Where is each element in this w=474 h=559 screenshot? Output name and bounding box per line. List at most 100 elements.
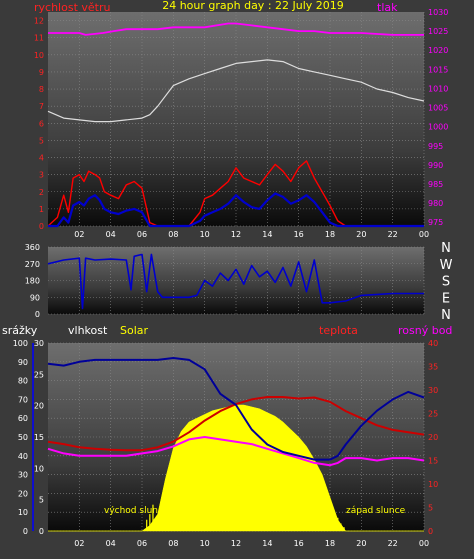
right-tick-label: 985: [428, 180, 443, 189]
panel-temperature-humidity: 0102030405060708090100051015202530051015…: [2, 324, 452, 548]
right-tick-label: 1000: [428, 123, 448, 132]
temp-tick-label: 40: [428, 339, 438, 348]
x-tick-label: 00: [419, 539, 429, 548]
rain-tick-label: 30: [18, 471, 28, 480]
x-tick-label: 00: [419, 230, 429, 239]
temp-tick-label: 25: [428, 410, 438, 419]
left-tick-label: 12: [34, 17, 44, 26]
x-tick-label: 02: [74, 539, 84, 548]
x-tick-label: 20: [356, 539, 366, 548]
rain-tick-label: 10: [18, 508, 28, 517]
right-tick-label: 975: [428, 218, 443, 227]
temp-tick-label: 15: [428, 457, 438, 466]
right-tick-label: 990: [428, 161, 443, 170]
x-tick-label: 16: [294, 230, 304, 239]
x-tick-label: 18: [325, 539, 335, 548]
humidity-label: vlhkost: [68, 324, 108, 337]
direction-tick-label: 360: [25, 243, 40, 252]
direction-tick-label: 270: [25, 260, 40, 269]
right-tick-label: 1020: [428, 46, 448, 55]
left-tick-label: 2: [39, 188, 44, 197]
series-wind-speed: [48, 192, 424, 228]
left-tick-label: 3: [39, 171, 44, 180]
humidity-tick-label: 20: [34, 402, 44, 411]
right-tick-label: 1005: [428, 104, 448, 113]
series-wind-direction: [47, 253, 424, 310]
compass-label: E: [442, 291, 450, 306]
rain-tick-label: 50: [18, 433, 28, 442]
humidity-tick-label: 15: [34, 433, 44, 442]
panel1-right-label: tlak: [377, 1, 398, 14]
rain-tick-label: 40: [18, 452, 28, 461]
panel-wind-pressure: 0123456789101112975980985990995100010051…: [34, 0, 449, 239]
compass-label: N: [441, 308, 451, 323]
humidity-tick-label: 25: [34, 370, 44, 379]
left-tick-label: 9: [39, 68, 44, 77]
series-humidity: [47, 357, 425, 461]
temp-tick-label: 5: [428, 504, 433, 513]
left-tick-label: 4: [39, 154, 44, 163]
series-pressure-trend: [47, 59, 425, 123]
rain-tick-label: 60: [18, 414, 28, 423]
x-tick-label: 10: [200, 539, 210, 548]
rain-tick-label: 90: [18, 358, 28, 367]
x-tick-label: 16: [294, 539, 304, 548]
temp-tick-label: 0: [428, 527, 433, 536]
left-tick-label: 1: [39, 205, 44, 214]
x-tick-label: 22: [388, 539, 398, 548]
right-tick-label: 1025: [428, 27, 448, 36]
temp-tick-label: 20: [428, 433, 438, 442]
left-tick-label: 7: [39, 102, 44, 111]
x-tick-label: 04: [106, 230, 116, 239]
sunset-label: západ slunce: [346, 506, 406, 516]
x-tick-label: 08: [168, 230, 178, 239]
x-tick-label: 02: [74, 230, 84, 239]
temp-tick-label: 30: [428, 386, 438, 395]
left-tick-label: 6: [39, 119, 44, 128]
direction-tick-label: 180: [25, 277, 40, 286]
dewpoint-label: rosný bod: [398, 324, 452, 337]
series-wind-gust: [47, 160, 424, 227]
x-tick-label: 18: [325, 230, 335, 239]
solar-label: Solar: [120, 324, 149, 337]
left-tick-label: 10: [34, 51, 44, 60]
direction-tick-label: 0: [35, 310, 40, 319]
x-tick-label: 06: [137, 539, 147, 548]
left-tick-label: 5: [39, 136, 44, 145]
x-tick-label: 06: [137, 230, 147, 239]
humidity-tick-label: 10: [34, 464, 44, 473]
humidity-tick-label: 0: [39, 527, 44, 536]
humidity-tick-label: 5: [39, 496, 44, 505]
temperature-label: teplota: [319, 324, 358, 337]
left-tick-label: 8: [39, 85, 44, 94]
compass-label: W: [440, 258, 453, 273]
sunrise-label: východ slunce: [104, 506, 169, 516]
left-tick-label: 0: [39, 222, 44, 231]
left-tick-label: 11: [34, 34, 44, 43]
compass-label: N: [441, 241, 451, 256]
right-tick-label: 1010: [428, 84, 448, 93]
temp-tick-label: 35: [428, 363, 438, 372]
x-tick-label: 20: [356, 230, 366, 239]
x-tick-label: 22: [388, 230, 398, 239]
x-tick-label: 04: [106, 539, 116, 548]
rain-tick-label: 20: [18, 489, 28, 498]
series-solar-area: [48, 404, 424, 532]
right-tick-label: 1015: [428, 65, 448, 74]
right-tick-label: 980: [428, 199, 443, 208]
x-tick-label: 10: [200, 230, 210, 239]
right-tick-label: 1030: [428, 8, 448, 17]
rain-tick-label: 80: [18, 377, 28, 386]
panel1-title: 24 hour graph day : 22 July 2019: [162, 0, 344, 12]
x-tick-label: 08: [168, 539, 178, 548]
series-dewpoint: [47, 436, 425, 467]
right-tick-label: 995: [428, 142, 443, 151]
compass-label: S: [442, 275, 450, 290]
rain-tick-label: 0: [23, 527, 28, 536]
temp-tick-label: 10: [428, 480, 438, 489]
x-tick-label: 12: [231, 230, 241, 239]
panel1-plot-area: [48, 12, 424, 226]
rain-label: srážky: [2, 324, 38, 337]
